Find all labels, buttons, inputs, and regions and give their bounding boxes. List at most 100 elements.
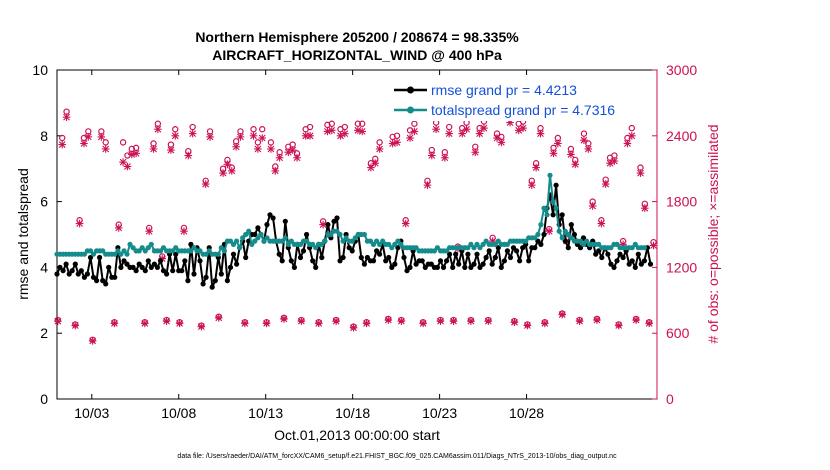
obs-assimilated-marker — [262, 319, 271, 328]
series-point-rmse — [647, 261, 654, 267]
obs-assimilated-marker — [588, 202, 597, 210]
series-point-totalspread — [596, 241, 602, 247]
x-tick-label: 10/13 — [248, 405, 283, 421]
series-point-rmse — [562, 238, 568, 244]
obs-assimilated-marker — [545, 227, 553, 236]
series-point-rmse — [252, 231, 258, 238]
obs-assimilated-marker — [584, 145, 593, 153]
obs-possible-marker — [393, 132, 401, 139]
obs-assimilated-marker — [280, 315, 288, 323]
series-point-rmse — [389, 264, 395, 270]
obs-assimilated-marker — [297, 317, 306, 325]
obs-assimilated-marker — [171, 132, 180, 140]
series-point-rmse — [413, 261, 419, 267]
series-point-rmse — [133, 268, 139, 274]
obs-assimilated-marker — [427, 151, 436, 160]
series-point-totalspread — [81, 251, 87, 257]
left-y-tick-label: 8 — [40, 128, 48, 144]
obs-assimilated-marker — [419, 319, 427, 328]
obs-assimilated-marker — [114, 224, 123, 232]
series-point-rmse — [471, 261, 477, 267]
series-point-rmse — [532, 245, 538, 251]
series-point-totalspread — [398, 241, 404, 247]
series-point-rmse — [507, 254, 514, 261]
series-point-rmse — [234, 261, 240, 267]
series-point-rmse — [139, 264, 145, 270]
series-point-totalspread — [471, 245, 477, 251]
series-point-rmse — [310, 258, 316, 264]
obs-assimilated-marker — [349, 323, 358, 332]
series-point-rmse — [486, 248, 492, 254]
series-point-totalspread — [237, 245, 243, 251]
obs-possible-marker — [376, 139, 383, 146]
series-point-totalspread — [559, 235, 565, 241]
obs-assimilated-marker — [101, 145, 110, 153]
obs-assimilated-marker — [110, 319, 119, 328]
obs-assimilated-marker — [497, 138, 506, 147]
obs-assimilated-marker — [536, 129, 545, 138]
series-point-totalspread — [632, 241, 638, 247]
obs-assimilated-marker — [471, 148, 480, 157]
right-y-tick-label: 600 — [666, 325, 690, 341]
obs-assimilated-marker — [397, 317, 406, 325]
series-point-totalspread — [553, 205, 559, 211]
series-point-rmse — [200, 281, 206, 287]
series-point-rmse — [550, 212, 556, 218]
obs-assimilated-marker — [249, 132, 258, 140]
series-point-rmse — [304, 231, 310, 238]
series-point-totalspread — [532, 235, 538, 241]
series-point-totalspread — [255, 235, 261, 241]
series-point-rmse — [331, 218, 337, 224]
right-y-tick-label: 0 — [666, 391, 674, 407]
series-point-rmse — [145, 258, 151, 264]
obs-assimilated-marker — [406, 134, 414, 142]
series-point-rmse — [230, 251, 237, 257]
series-point-totalspread — [413, 245, 419, 251]
series-point-rmse — [136, 261, 142, 267]
obs-assimilated-marker — [223, 160, 232, 169]
obs-assimilated-marker — [371, 159, 380, 168]
series-point-rmse — [191, 271, 197, 277]
series-point-totalspread — [124, 251, 130, 257]
left-y-tick-label: 6 — [40, 194, 48, 210]
series-point-rmse — [325, 222, 331, 228]
obs-possible-marker — [324, 121, 331, 129]
series-point-totalspread — [629, 245, 635, 251]
series-point-rmse — [255, 225, 261, 231]
series-point-totalspread — [87, 248, 94, 254]
obs-assimilated-marker — [188, 129, 197, 138]
obs-possible-marker — [254, 139, 262, 146]
series-point-totalspread — [395, 238, 401, 244]
obs-assimilated-marker — [62, 113, 71, 121]
obs-possible-marker — [341, 123, 349, 131]
x-axis: 10/03 10/08 10/13 10/18 10/23 10/28 — [74, 70, 544, 421]
obs-assimilated-marker — [375, 145, 384, 153]
obs-assimilated-marker — [575, 317, 584, 325]
obs-assimilated-marker — [80, 139, 88, 148]
series-point-rmse — [419, 258, 425, 264]
series-point-rmse — [629, 258, 635, 264]
series-point-totalspread — [215, 251, 221, 257]
obs-assimilated-marker — [71, 321, 80, 330]
series-point-totalspread — [641, 245, 648, 251]
obs-assimilated-marker — [214, 314, 223, 322]
series-point-totalspread — [386, 241, 392, 247]
x-tick-label: 10/23 — [422, 405, 457, 421]
right-y-axis: 0 600 1200 1800 2400 3000 — [652, 62, 697, 407]
left-y-tick-label: 4 — [40, 259, 48, 275]
series-point-rmse — [103, 281, 109, 287]
obs-assimilated-marker — [149, 145, 158, 153]
series-point-rmse — [282, 218, 288, 224]
series-point-totalspread — [547, 172, 553, 178]
series-point-rmse — [605, 251, 611, 257]
obs-possible-marker — [119, 139, 127, 146]
series-point-totalspread — [495, 238, 501, 244]
series-point-rmse — [84, 271, 90, 277]
series-point-rmse — [173, 251, 179, 257]
obs-possible-marker — [59, 134, 66, 142]
series-point-totalspread — [465, 245, 471, 251]
series-point-rmse — [124, 261, 130, 267]
series-point-totalspread — [310, 241, 316, 247]
series-point-rmse — [54, 271, 60, 277]
obs-possible-marker — [102, 139, 109, 146]
